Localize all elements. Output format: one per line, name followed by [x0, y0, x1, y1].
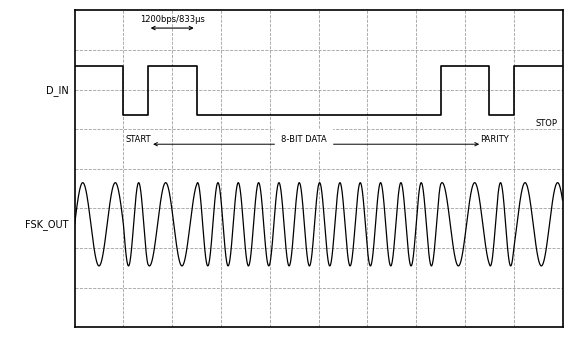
Text: PARITY: PARITY [480, 135, 509, 144]
Text: STOP: STOP [536, 119, 558, 128]
Text: D_IN: D_IN [46, 85, 69, 96]
Text: 8-BIT DATA: 8-BIT DATA [281, 135, 327, 144]
Text: START: START [126, 135, 152, 144]
Text: 1200bps/833μs: 1200bps/833μs [139, 15, 205, 24]
Text: FSK_OUT: FSK_OUT [25, 219, 69, 230]
